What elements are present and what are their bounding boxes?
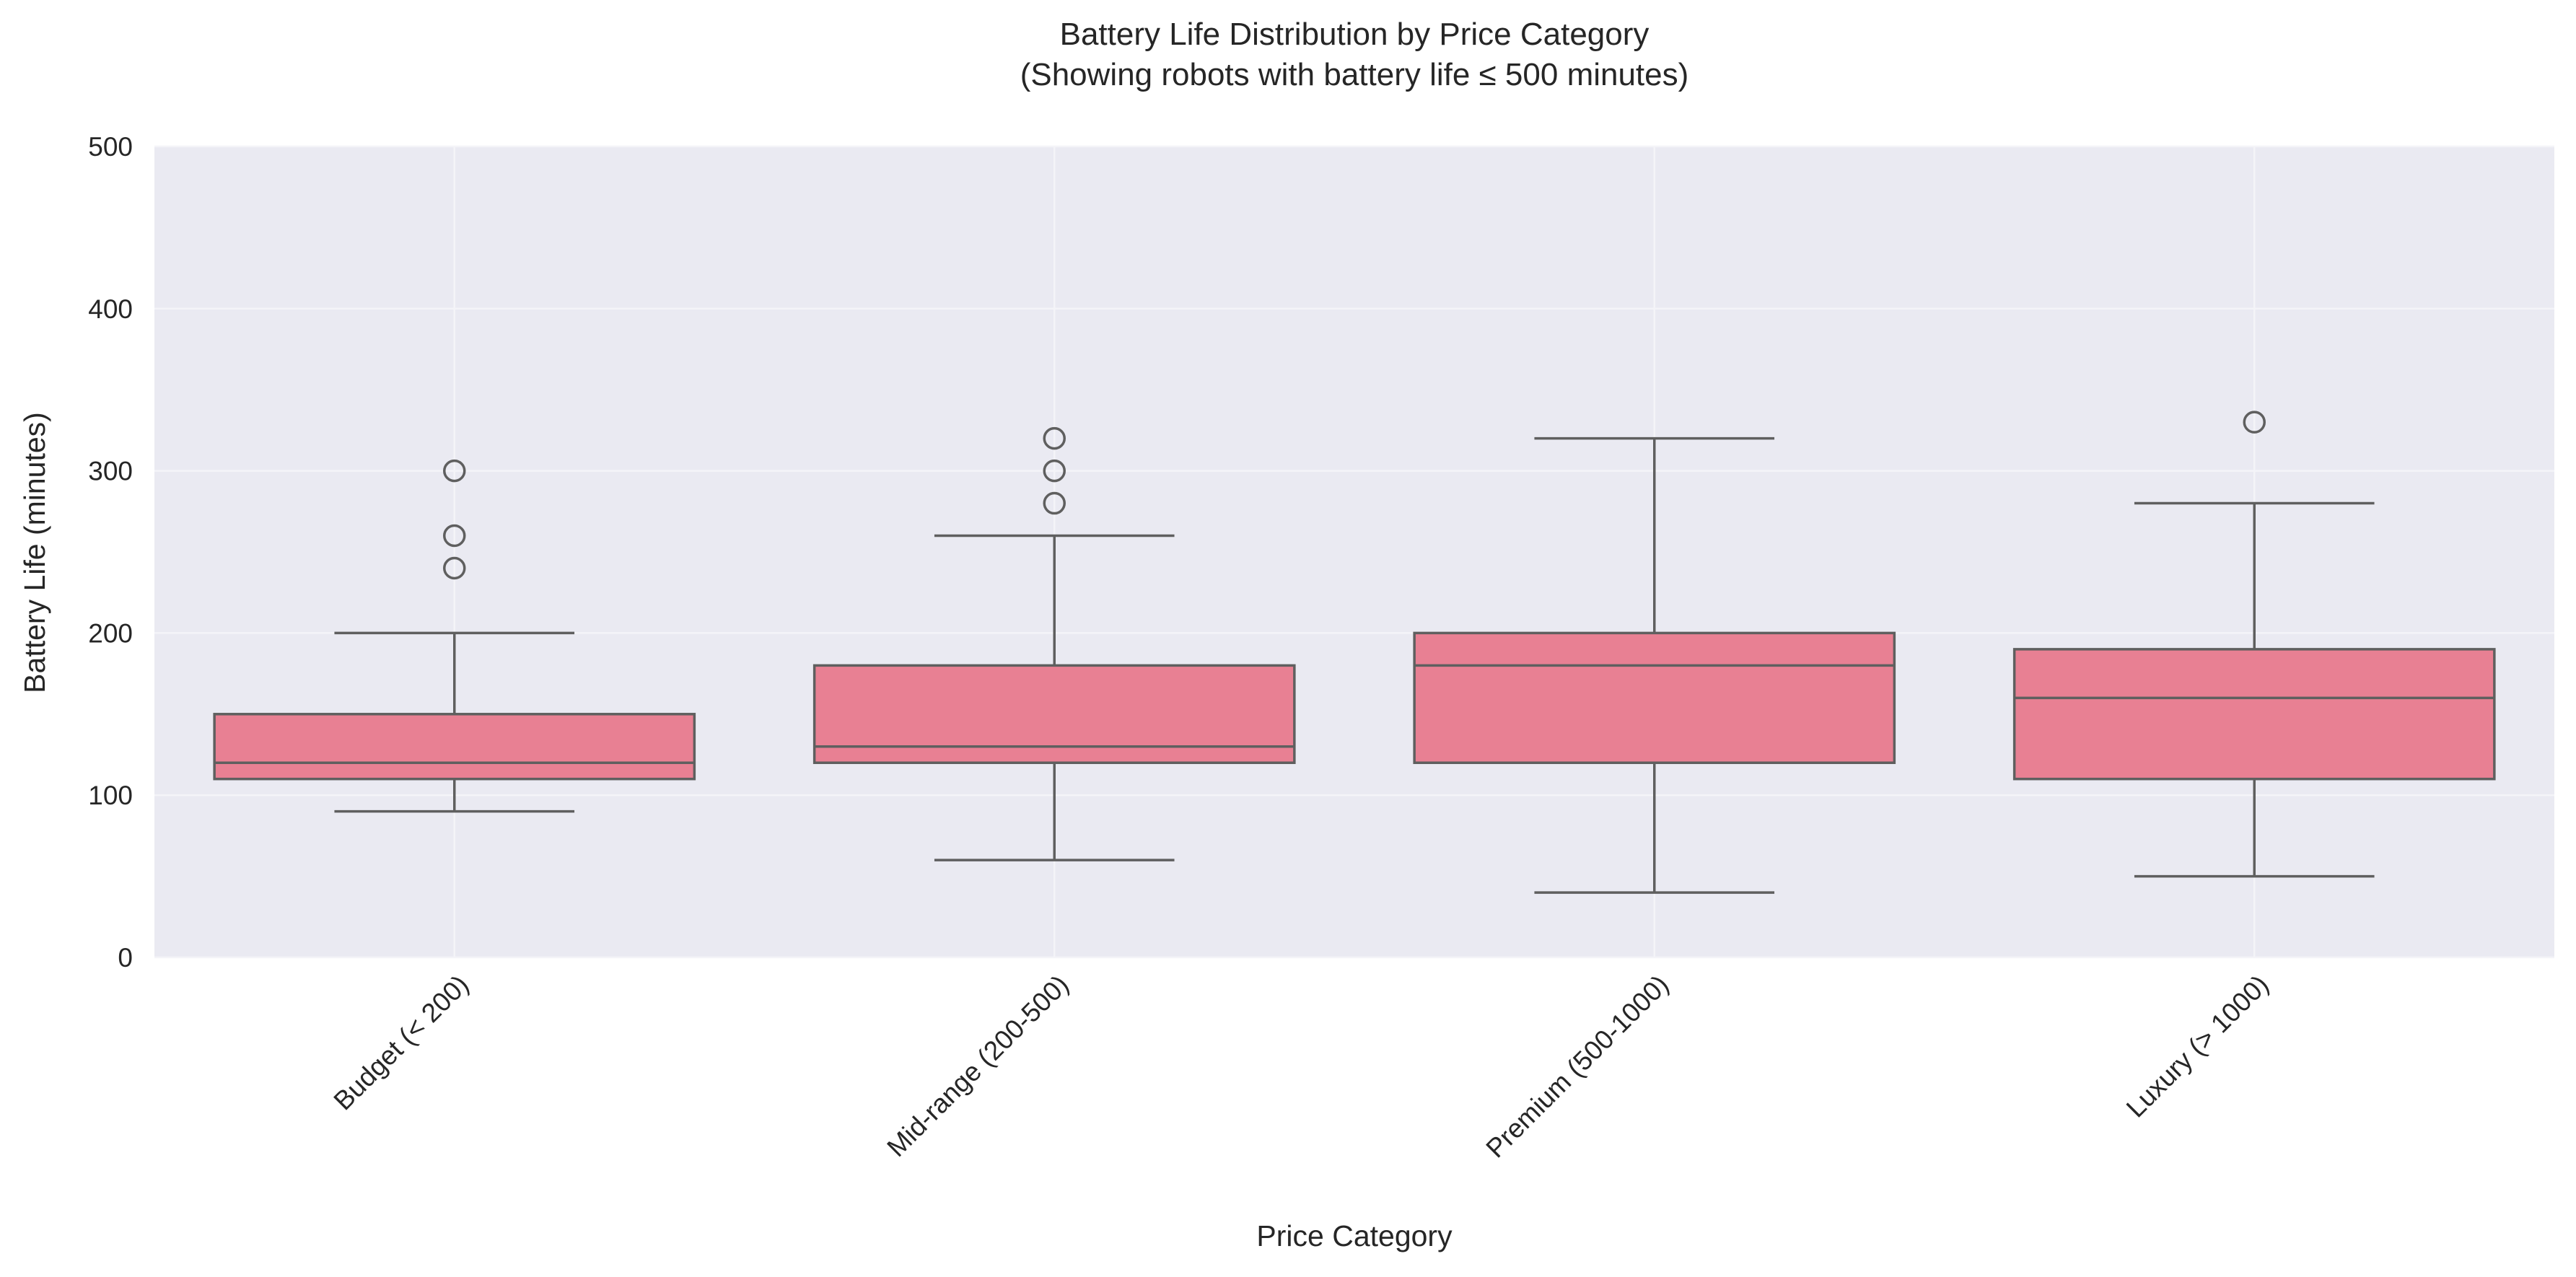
box-4	[2012, 411, 2496, 878]
box-3	[1413, 436, 1896, 894]
chart-title: Battery Life Distribution by Price Categ…	[1060, 17, 1650, 52]
outlier-point	[2243, 411, 2266, 434]
iqr-box	[213, 713, 696, 781]
x-tick-label: Mid-range (200-500)	[881, 970, 1074, 1162]
iqr-box	[1413, 631, 1896, 764]
x-tick-label: Luxury (> 1000)	[2121, 970, 2274, 1123]
outlier-point	[1043, 426, 1066, 450]
box-2	[812, 426, 1296, 861]
x-tick-label: Premium (500-1000)	[1480, 970, 1674, 1164]
x-tick-label: Budget (< 200)	[328, 970, 475, 1116]
outlier-point	[443, 524, 466, 548]
y-tick-label: 100	[88, 781, 133, 810]
plot-area	[154, 146, 2554, 957]
iqr-box	[2012, 648, 2496, 781]
y-tick-label: 200	[88, 618, 133, 648]
outlier-point	[443, 556, 466, 580]
iqr-box	[812, 664, 1296, 764]
x-axis-label: Price Category	[1256, 1219, 1453, 1252]
chart-subtitle: (Showing robots with battery life ≤ 500 …	[1020, 57, 1689, 92]
y-tick-label: 500	[88, 132, 133, 162]
outlier-point	[1043, 459, 1066, 483]
box-1	[213, 459, 696, 813]
y-tick-label: 300	[88, 457, 133, 486]
y-tick-label: 400	[88, 294, 133, 324]
outlier-point	[443, 459, 466, 483]
boxes-group	[213, 411, 2496, 894]
outlier-point	[1043, 491, 1066, 515]
y-axis-label: Battery Life (minutes)	[18, 412, 51, 693]
y-tick-label: 0	[118, 943, 133, 973]
